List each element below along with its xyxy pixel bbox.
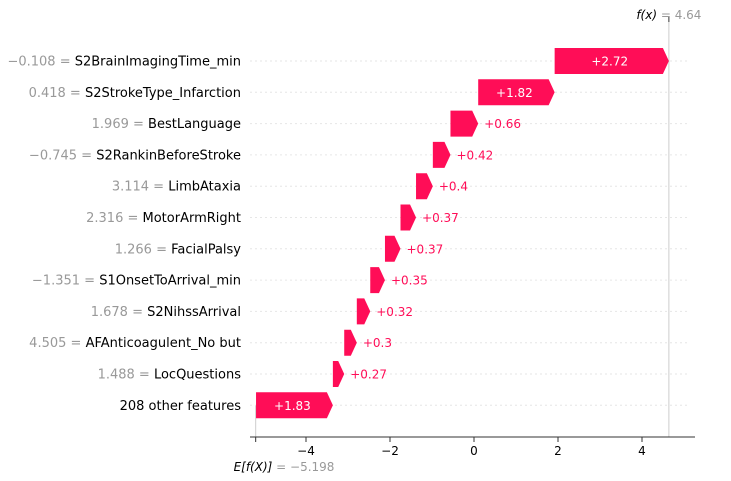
bar-label-7: +0.35 [391, 274, 428, 288]
row-gridlines [250, 22, 690, 437]
ex-annotation: E[f(X)] = −5.198 [234, 460, 335, 474]
bar-8 [356, 298, 371, 325]
feature-name-6: FacialPalsy [171, 242, 241, 257]
row-label-3: −0.745 = S2RankinBeforeStroke [29, 148, 241, 163]
feature-value-7: −1.351 [32, 274, 80, 289]
annotations: f(x) = 4.64 E[f(X)] = −5.198 [234, 8, 702, 474]
bar-label-8: +0.32 [376, 305, 413, 319]
equals-sign: = [128, 305, 147, 320]
feature-value-4: 3.114 [112, 180, 149, 195]
equals-sign: = [77, 148, 96, 163]
bar-label-5: +0.37 [422, 211, 459, 225]
equals-sign: = [135, 368, 154, 383]
feature-name-2: BestLanguage [148, 117, 241, 132]
fx-label: f(x) [636, 8, 657, 22]
feature-name-3: S2RankinBeforeStroke [96, 148, 241, 163]
fx-value: = 4.64 [657, 8, 701, 22]
bar-label-9: +0.3 [363, 336, 392, 350]
equals-sign: = [123, 211, 142, 226]
row-label-2: 1.969 = BestLanguage [92, 117, 241, 132]
equals-sign: = [56, 55, 75, 70]
x-tick-label-2: 0 [470, 444, 478, 458]
x-tick-label-0: −4 [297, 444, 315, 458]
feature-value-5: 2.316 [86, 211, 123, 226]
x-tick-label-4: 4 [638, 444, 646, 458]
fx-annotation: f(x) = 4.64 [636, 8, 701, 22]
bar-6 [384, 235, 401, 262]
equals-sign: = [80, 274, 99, 289]
x-tick-label-1: −2 [381, 444, 399, 458]
bar-label-3: +0.42 [456, 148, 493, 162]
feature-name-1: S2StrokeType_Infarction [85, 86, 241, 101]
ex-value: = −5.198 [272, 460, 334, 474]
row-label-4: 3.114 = LimbAtaxia [112, 180, 241, 195]
bar-3 [432, 141, 451, 168]
bar-label-6: +0.37 [407, 242, 444, 256]
feature-value-0: −0.108 [7, 55, 55, 70]
x-tick-label-3: 2 [554, 444, 562, 458]
equals-sign: = [152, 242, 171, 257]
equals-sign: = [66, 336, 85, 351]
bar-10 [332, 361, 345, 387]
row-label-7: −1.351 = S1OnsetToArrival_min [32, 274, 241, 289]
feature-value-2: 1.969 [92, 117, 129, 132]
feature-name-10: LocQuestions [154, 368, 241, 383]
feature-value-9: 4.505 [29, 336, 66, 351]
row-label-0: −0.108 = S2BrainImagingTime_min [7, 55, 241, 70]
bar-label-1: +1.82 [496, 86, 533, 100]
feature-value-1: 0.418 [29, 86, 66, 101]
feature-value-6: 1.266 [115, 242, 152, 257]
feature-name-0: S2BrainImagingTime_min [75, 55, 241, 70]
feature-name-11: 208 other features [120, 399, 242, 414]
feature-name-8: S2NihssArrival [147, 305, 241, 320]
row-label-10: 1.488 = LocQuestions [98, 368, 242, 383]
feature-value-10: 1.488 [98, 368, 135, 383]
feature-name-4: LimbAtaxia [168, 180, 241, 195]
bar-11 [256, 392, 333, 419]
bar-label-11: +1.83 [274, 399, 311, 413]
row-labels: −0.108 = S2BrainImagingTime_min 0.418 = S… [7, 55, 241, 414]
bar-7 [370, 267, 385, 294]
equals-sign: = [129, 117, 148, 132]
bar-9 [344, 329, 357, 356]
row-label-9: 4.505 = AFAnticoagulent_No but [29, 336, 241, 351]
bar-5 [400, 204, 417, 231]
bar-label-4: +0.4 [439, 180, 468, 194]
row-label-6: 1.266 = FacialPalsy [115, 242, 242, 257]
row-label-5: 2.316 = MotorArmRight [86, 211, 241, 226]
ex-label: E[f(X)] [234, 460, 273, 474]
row-label-8: 1.678 = S2NihssArrival [91, 305, 241, 320]
row-label-1: 0.418 = S2StrokeType_Infarction [29, 86, 241, 101]
x-axis: −4 −2 0 2 4 [250, 16, 695, 458]
feature-value-8: 1.678 [91, 305, 128, 320]
bar-label-2: +0.66 [484, 117, 521, 131]
equals-sign: = [149, 180, 168, 195]
bar-0 [554, 48, 669, 74]
feature-value-3: −0.745 [29, 148, 77, 163]
equals-sign: = [66, 86, 85, 101]
bar-label-10: +0.27 [350, 368, 387, 382]
row-label-11: 208 other features [120, 399, 242, 414]
bars-layer: +2.72 +1.82 +0.66 +0.42 +0.4 +0.37 +0.37 +0.35 +… [256, 48, 669, 419]
bar-1 [478, 79, 555, 106]
bar-label-0: +2.72 [591, 55, 628, 69]
bar-4 [416, 173, 433, 200]
feature-name-9: AFAnticoagulent_No but [86, 336, 241, 351]
feature-name-5: MotorArmRight [143, 211, 241, 226]
bar-2 [450, 110, 479, 137]
feature-name-7: S1OnsetToArrival_min [99, 274, 241, 289]
